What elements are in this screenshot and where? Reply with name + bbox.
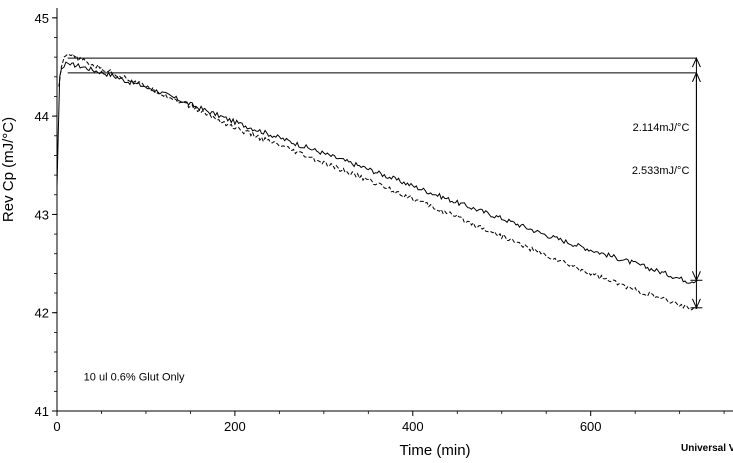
y-axis-title: Rev Cp (mJ/°C) xyxy=(0,117,17,222)
series-line-2 xyxy=(58,53,698,311)
measurement-arrowhead-top-2 xyxy=(691,56,701,68)
measurement-label-1: 2.114mJ/°C xyxy=(633,122,690,134)
x-tick-label: 200 xyxy=(224,419,246,434)
x-tick-label: 0 xyxy=(53,419,60,434)
y-tick-label: 43 xyxy=(35,207,49,222)
x-tick-label: 400 xyxy=(402,419,424,434)
annotation-1: 10 ul 0.6% Glut Only xyxy=(84,372,185,384)
y-tick-label: 44 xyxy=(35,109,49,124)
footer-label: Universal V xyxy=(681,443,733,454)
y-tick-label: 41 xyxy=(35,404,49,419)
y-tick-label: 45 xyxy=(35,11,49,26)
x-tick-label: 600 xyxy=(580,419,602,434)
y-tick-label: 42 xyxy=(35,306,49,321)
x-axis-title: Time (min) xyxy=(399,442,470,458)
series-line-1 xyxy=(56,61,698,284)
measurement-label-2: 2.533mJ/°C xyxy=(632,165,690,177)
